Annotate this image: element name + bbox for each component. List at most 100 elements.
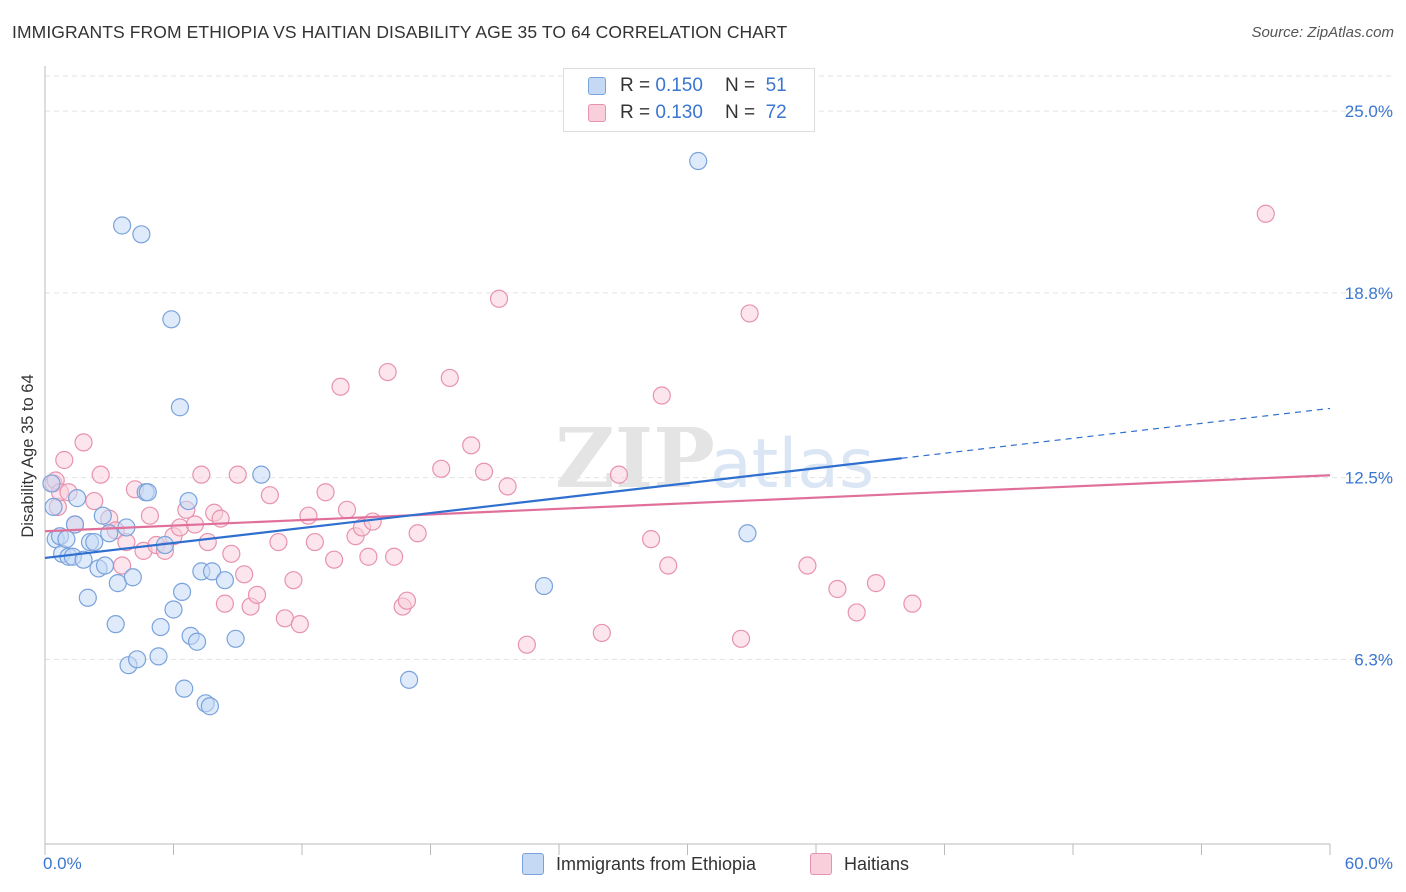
point-haitians <box>498 477 517 496</box>
y-tick-labels: 6.3% 12.5% 18.8% 25.0% <box>1345 102 1393 669</box>
point-haitians <box>91 465 110 484</box>
x-tick-label-max: 60.0% <box>1345 854 1393 873</box>
point-ethiopia <box>138 483 157 502</box>
series-ethiopia <box>42 151 757 716</box>
point-ethiopia <box>175 679 194 698</box>
point-haitians <box>828 579 847 599</box>
point-haitians <box>517 635 536 654</box>
point-haitians <box>740 304 759 323</box>
trend-lines <box>44 407 1331 559</box>
point-haitians <box>609 465 629 484</box>
r-label: R = <box>620 102 651 123</box>
point-haitians <box>866 574 886 593</box>
point-ethiopia <box>112 216 132 235</box>
point-haitians <box>235 565 254 584</box>
point-ethiopia <box>149 647 168 666</box>
stats-row-ethiopia: R = 0.150 N = 51 <box>588 73 787 99</box>
trend-line-ethiopia <box>44 457 902 559</box>
point-ethiopia <box>95 556 115 575</box>
point-ethiopia <box>534 576 554 596</box>
point-haitians <box>432 459 451 478</box>
y-axis-label: Disability Age 35 to 64 <box>19 374 37 537</box>
y-tick-label: 12.5% <box>1345 469 1393 488</box>
n-label: N = <box>724 102 756 123</box>
point-haitians <box>331 377 350 396</box>
point-ethiopia <box>42 474 61 493</box>
point-haitians <box>384 547 404 566</box>
point-haitians <box>489 289 509 308</box>
n-value: 51 <box>765 75 787 96</box>
point-haitians <box>299 506 318 525</box>
point-haitians <box>847 603 866 622</box>
point-haitians <box>228 465 247 484</box>
point-haitians <box>659 556 678 575</box>
y-tick-label: 18.8% <box>1345 284 1393 303</box>
point-ethiopia <box>123 568 142 587</box>
point-ethiopia <box>85 532 104 552</box>
stats-row-haitians: R = 0.130 N = 72 <box>588 100 787 126</box>
point-ethiopia <box>202 562 222 581</box>
blue-swatch <box>588 77 606 95</box>
point-haitians <box>247 585 267 604</box>
point-haitians <box>170 518 190 537</box>
y-tick-label: 25.0% <box>1345 102 1393 121</box>
point-haitians <box>305 532 324 552</box>
blue-swatch <box>522 853 544 875</box>
r-value: 0.150 <box>655 75 703 96</box>
r-label: R = <box>620 75 651 96</box>
pink-swatch <box>588 104 606 122</box>
point-haitians <box>215 594 234 613</box>
chart-title: IMMIGRANTS FROM ETHIOPIA VS HAITIAN DISA… <box>12 22 788 42</box>
point-haitians <box>316 483 335 502</box>
point-haitians <box>1256 204 1275 223</box>
point-ethiopia <box>68 489 87 508</box>
point-ethiopia <box>74 550 93 569</box>
point-ethiopia <box>170 398 190 417</box>
point-ethiopia <box>200 697 220 716</box>
point-ethiopia <box>215 571 234 590</box>
point-ethiopia <box>252 465 271 484</box>
trend-line-haitians <box>44 474 1331 533</box>
point-ethiopia <box>164 600 183 619</box>
r-value: 0.130 <box>655 102 703 123</box>
point-ethiopia <box>179 491 198 511</box>
point-ethiopia <box>172 582 192 602</box>
point-ethiopia <box>151 617 170 637</box>
point-haitians <box>85 491 104 511</box>
point-ethiopia <box>187 632 207 651</box>
point-haitians <box>731 629 751 648</box>
n-value: 72 <box>765 102 787 123</box>
stats-box: R = 0.150 N = 51 R = 0.130 N = 72 <box>563 68 815 132</box>
source-label: Source: ZipAtlas.com <box>1251 24 1394 41</box>
point-haitians <box>652 386 671 405</box>
point-ethiopia <box>689 151 708 171</box>
point-haitians <box>440 368 459 388</box>
point-haitians <box>325 550 344 569</box>
point-ethiopia <box>106 615 125 634</box>
point-ethiopia <box>738 524 757 543</box>
point-haitians <box>474 462 494 481</box>
point-haitians <box>462 436 481 455</box>
point-haitians <box>903 594 922 613</box>
legend-item-haitians[interactable]: Haitians <box>810 851 909 877</box>
point-ethiopia <box>44 497 63 517</box>
point-haitians <box>798 556 817 575</box>
y-tick-label: 6.3% <box>1354 650 1393 669</box>
legend-label: Immigrants from Ethiopia <box>556 853 757 874</box>
axes <box>44 66 1331 855</box>
trend-line-ethiopia-extension <box>901 407 1331 459</box>
point-haitians <box>55 450 74 470</box>
point-haitians <box>74 433 93 452</box>
point-haitians <box>284 571 303 590</box>
legend-item-ethiopia[interactable]: Immigrants from Ethiopia <box>522 851 756 877</box>
point-haitians <box>260 486 279 505</box>
point-ethiopia <box>78 588 97 607</box>
point-ethiopia <box>93 506 112 525</box>
point-haitians <box>222 544 241 563</box>
point-ethiopia <box>132 225 151 244</box>
point-haitians <box>408 524 427 543</box>
point-haitians <box>378 362 397 382</box>
point-haitians <box>397 591 417 610</box>
point-haitians <box>198 532 217 552</box>
